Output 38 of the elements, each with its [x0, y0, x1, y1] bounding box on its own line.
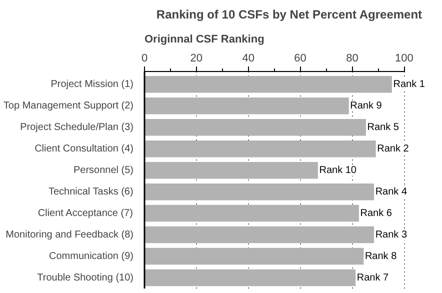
data-label: Rank 4	[375, 186, 408, 198]
data-label: Rank 5	[367, 122, 400, 133]
x-tick-label: 0	[141, 52, 148, 64]
bar	[144, 97, 349, 114]
x-tick-label: 100	[394, 52, 414, 64]
y-tick-label: Client Acceptance (7)	[38, 208, 133, 219]
data-label: Rank 7	[356, 272, 390, 284]
bar	[144, 248, 364, 265]
x-tick-label: 40	[242, 52, 254, 64]
data-label: Rank 6	[360, 208, 392, 219]
bar	[144, 76, 392, 93]
data-label: Rank 8	[364, 250, 398, 262]
y-tick-label: Client Consultation (4)	[34, 143, 134, 154]
x-tick-label: 80	[346, 52, 358, 64]
data-label: Rank 10	[319, 164, 357, 176]
y-tick-label: Project Mission (1)	[50, 78, 134, 90]
x-tick-label: 20	[190, 52, 203, 64]
x-tick-label: 60	[294, 52, 306, 64]
bar	[144, 140, 376, 158]
y-tick-label: Personnel (5)	[73, 164, 134, 176]
bar	[144, 118, 366, 136]
chart-title: Ranking of 10 CSFs by Net Percent Agreement	[156, 8, 422, 22]
y-tick-label: Monitoring and Feedback (8)	[6, 229, 134, 240]
data-label: Rank 1	[393, 78, 426, 90]
bar	[144, 162, 318, 179]
y-tick-label: Technical Tasks (6)	[48, 186, 134, 198]
bar	[144, 183, 374, 200]
y-tick-label: Trouble Shooting (10)	[37, 272, 134, 284]
bar	[144, 204, 359, 222]
bar	[144, 226, 374, 244]
y-axis-title: Originnal CSF Ranking	[144, 34, 264, 46]
y-tick-label: Communication (9)	[49, 250, 134, 262]
data-label: Rank 2	[377, 143, 410, 154]
bar	[144, 269, 356, 286]
data-label: Rank 3	[375, 229, 408, 240]
y-tick-label: Top Management Support (2)	[3, 100, 134, 112]
data-label: Rank 9	[350, 100, 382, 112]
y-tick-label: Project Schedule/Plan (3)	[20, 122, 134, 133]
